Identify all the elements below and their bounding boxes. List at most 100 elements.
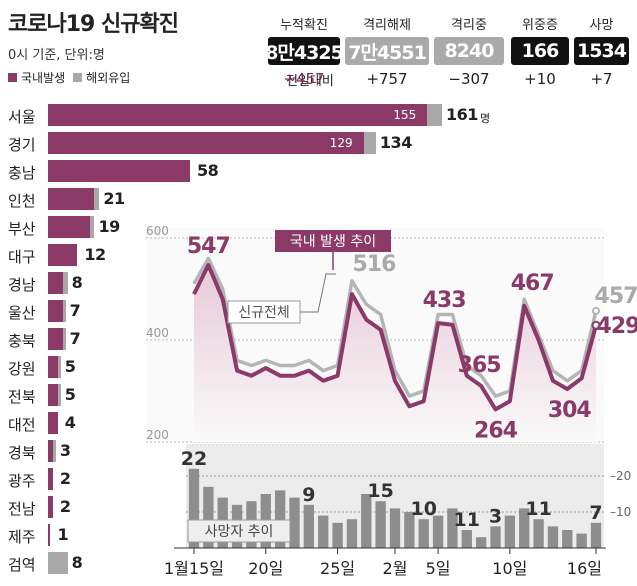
import-bar xyxy=(62,272,68,294)
page-title: 코로나19 신규확진 xyxy=(8,6,179,38)
domestic-bar xyxy=(48,132,364,154)
death-bar xyxy=(418,519,429,548)
death-series-label: 사망자 추이 xyxy=(205,524,274,540)
death-value-label: 3 xyxy=(489,505,502,527)
domestic-line xyxy=(192,263,598,412)
line-value-label: 547 xyxy=(187,234,230,259)
domestic-bar xyxy=(48,496,53,518)
x-tick-label: 20일 xyxy=(248,559,283,578)
death-bar xyxy=(361,494,372,548)
region-label: 강원 xyxy=(8,360,36,378)
line-value-label: 467 xyxy=(511,271,554,296)
region-label: 전북 xyxy=(8,388,36,406)
domestic-bar xyxy=(48,216,90,238)
death-value-label: 15 xyxy=(367,480,393,502)
death-bar xyxy=(504,515,516,548)
legend-domestic-swatch xyxy=(8,73,17,82)
import-bar xyxy=(57,384,61,406)
death-bar xyxy=(475,537,487,548)
region-label: 부산 xyxy=(8,220,36,238)
death-bar xyxy=(533,519,544,548)
death-bar xyxy=(375,501,386,548)
death-y-tick-label: –20 xyxy=(610,469,631,483)
stat-label: 위중증 xyxy=(522,18,558,33)
region-total: 5 xyxy=(64,385,76,404)
stat-value: 8만4325 xyxy=(265,37,344,65)
region-label: 충북 xyxy=(8,332,36,350)
domestic-series-tag xyxy=(275,230,391,252)
line-value-label: 429 xyxy=(597,314,637,339)
region-total: 7 xyxy=(69,329,81,348)
stat-label: 사망 xyxy=(589,18,614,33)
y-tick-label: 400 xyxy=(146,326,169,340)
stat-value: 8240 xyxy=(434,37,504,65)
region-label: 대구 xyxy=(8,248,36,266)
death-bar xyxy=(389,508,401,548)
domestic-bar xyxy=(48,356,58,378)
death-bar xyxy=(404,512,415,548)
death-bar xyxy=(461,530,472,548)
domestic-bar xyxy=(48,412,58,434)
death-bar xyxy=(188,468,200,548)
region-total: 12 xyxy=(84,245,106,264)
stat-delta: +457 xyxy=(283,70,325,88)
import-bar xyxy=(94,188,100,210)
import-bar xyxy=(62,328,66,350)
death-bar xyxy=(590,522,602,548)
legend-domestic-label: 국내발생 xyxy=(21,71,66,85)
region-label: 광주 xyxy=(8,472,36,490)
legend: 국내발생 해외유입 xyxy=(8,69,130,86)
death-value-label: 11 xyxy=(525,498,551,520)
x-tick-label: 25일 xyxy=(320,559,355,578)
line-value-label: 433 xyxy=(423,288,466,313)
region-total: 1 xyxy=(57,525,69,544)
region-label: 인천 xyxy=(8,192,36,210)
death-value-label: 11 xyxy=(454,509,480,531)
x-tick-label: 10일 xyxy=(492,559,527,578)
stat-delta: +757 xyxy=(366,70,408,88)
death-value-label: 9 xyxy=(302,484,315,506)
death-bar xyxy=(547,526,559,548)
import-bar xyxy=(427,104,442,126)
title-main: 코로나19 xyxy=(8,12,95,37)
import-bar xyxy=(57,356,61,378)
stat-value: 1534 xyxy=(574,37,629,65)
region-label: 전남 xyxy=(8,500,36,518)
domestic-bar xyxy=(48,384,58,406)
death-bar xyxy=(274,490,286,548)
subtitle: 0시 기준, 단위:명 xyxy=(8,48,105,63)
region-total: 58 xyxy=(196,161,219,180)
death-bar xyxy=(447,508,458,548)
domestic-area xyxy=(194,265,596,442)
delta-row-label: 전일대비 xyxy=(286,74,334,89)
death-value-label: 10 xyxy=(410,498,436,520)
region-total: 3 xyxy=(59,441,71,460)
unit-label: 명 xyxy=(480,112,491,125)
domestic-bar xyxy=(48,188,95,210)
death-series-tag xyxy=(187,519,291,543)
death-bar xyxy=(318,515,329,548)
death-bar xyxy=(519,508,530,548)
line-value-label: 264 xyxy=(474,418,518,443)
stat-value: 166 xyxy=(511,37,569,65)
x-tick-label: 5일 xyxy=(426,559,451,578)
region-total: 134 xyxy=(379,133,412,152)
domestic-bar xyxy=(48,524,51,546)
line-value-label: 365 xyxy=(458,353,501,378)
death-y-tick-label: –10 xyxy=(610,505,631,519)
domestic-bar xyxy=(48,160,190,182)
region-total: 7 xyxy=(69,301,81,320)
line-value-label: 516 xyxy=(352,252,396,277)
death-bar xyxy=(346,519,358,548)
y-tick-label: 200 xyxy=(146,428,169,442)
stat-label: 격리해제 xyxy=(363,18,411,33)
line-value-label: 304 xyxy=(548,398,592,423)
legend-import-swatch xyxy=(73,73,83,82)
region-label: 제주 xyxy=(8,528,36,546)
region-label: 서울 xyxy=(8,108,36,126)
death-bar xyxy=(332,522,343,548)
domestic-end-dot xyxy=(591,320,601,330)
line-value-label: 457 xyxy=(595,284,637,309)
stat-value: 7만4551 xyxy=(345,37,429,65)
